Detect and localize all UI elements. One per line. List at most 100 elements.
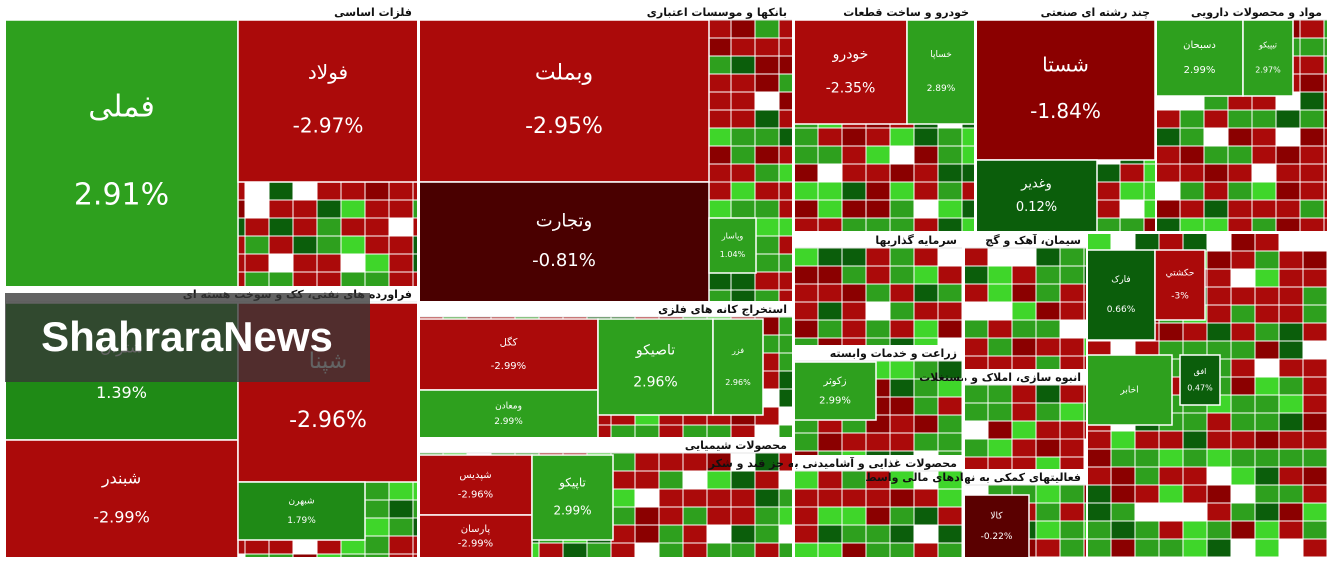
minor-tile: [987, 283, 1013, 303]
minor-tile: [268, 235, 294, 255]
minor-tile: [634, 424, 660, 439]
minor-tile: [658, 506, 684, 526]
minor-tile: [865, 199, 891, 219]
minor-tile: [817, 217, 843, 233]
minor-tile: [1203, 109, 1229, 129]
minor-tile: [793, 127, 819, 147]
minor-tile: [889, 283, 915, 303]
minor-tile: [1302, 430, 1328, 450]
minor-tile: [778, 55, 794, 75]
minor-tile: [778, 19, 794, 39]
minor-tile: [1110, 448, 1136, 468]
stock-change: 0.12%: [1016, 200, 1057, 215]
minor-tile: [778, 388, 794, 408]
minor-tile: [778, 253, 794, 273]
minor-tile: [706, 542, 732, 559]
minor-tile: [1143, 217, 1157, 233]
minor-tile: [817, 337, 843, 347]
minor-tile: [841, 337, 867, 347]
stock-tile: [418, 389, 599, 439]
stock-change: 2.99%: [553, 504, 591, 518]
minor-tile: [1230, 268, 1256, 288]
stock-symbol: دسبحان: [1183, 40, 1216, 51]
minor-tile: [937, 319, 963, 339]
minor-tile: [793, 265, 819, 285]
minor-tile: [889, 414, 915, 434]
stock-tile: [975, 19, 1156, 161]
minor-tile: [913, 199, 939, 219]
minor-tile: [634, 542, 660, 559]
minor-tile: [963, 265, 989, 285]
minor-tile: [1035, 247, 1061, 267]
minor-tile: [1254, 412, 1280, 432]
minor-tile: [913, 127, 939, 147]
minor-tile: [1143, 199, 1157, 219]
minor-tile: [1035, 355, 1061, 371]
minor-tile: [793, 337, 819, 347]
sector: فارک 0.66% حكشتي -3% اخابر افق 0.47%: [1086, 232, 1329, 559]
minor-tile: [1059, 420, 1085, 440]
minor-tile: [706, 199, 732, 219]
stock-tile: [4, 19, 239, 288]
minor-tile: [1275, 109, 1301, 129]
minor-tile: [865, 247, 891, 267]
minor-tile: [1299, 199, 1325, 219]
minor-tile: [610, 506, 636, 526]
sector-title: محصولات شیمیایی: [685, 439, 787, 452]
minor-tile: [292, 271, 318, 288]
minor-tile: [865, 217, 891, 233]
minor-tile: [634, 506, 660, 526]
minor-tile: [1182, 484, 1208, 504]
stock-tile: [418, 514, 533, 559]
minor-tile: [706, 181, 732, 201]
minor-tile: [268, 199, 294, 219]
stock-symbol: فارک: [1111, 274, 1130, 285]
stock-change: -2.99%: [491, 361, 526, 372]
minor-tile: [730, 19, 756, 39]
minor-tile: [793, 319, 819, 339]
minor-tile: [1110, 538, 1136, 558]
minor-tile: [1254, 250, 1280, 270]
stock-symbol: فولاد: [308, 60, 348, 84]
minor-tile: [1302, 304, 1328, 324]
minor-tile: [1143, 181, 1157, 201]
minor-tile: [1302, 520, 1328, 540]
minor-tile: [1011, 265, 1037, 285]
minor-tile: [987, 456, 1013, 471]
stock-symbol: وبملت: [535, 60, 593, 85]
minor-tile: [841, 542, 867, 559]
minor-tile: [913, 524, 939, 544]
minor-tile: [1059, 538, 1085, 558]
minor-tile: [730, 163, 756, 183]
stock-tile: [906, 19, 976, 125]
minor-tile: [1278, 448, 1304, 468]
minor-tile: [778, 199, 794, 219]
minor-tile: [610, 452, 636, 472]
minor-tile: [793, 247, 819, 267]
minor-tile: [706, 127, 732, 147]
stock-change: 0.47%: [1187, 384, 1213, 393]
sector-title: بانکها و موسسات اعتباری: [647, 6, 787, 19]
minor-tile: [1254, 304, 1280, 324]
minor-tile: [937, 145, 963, 165]
minor-tile: [388, 517, 414, 537]
minor-tile: [340, 235, 366, 255]
minor-tile: [963, 420, 989, 440]
minor-tile: [913, 414, 939, 434]
minor-tile: [987, 355, 1013, 371]
minor-tile: [244, 271, 270, 288]
minor-tile: [1206, 412, 1232, 432]
sector-title: فلزات اساسی: [334, 6, 412, 19]
minor-tile: [865, 181, 891, 201]
minor-tile: [1299, 109, 1325, 129]
minor-tile: [913, 432, 939, 452]
minor-tile: [889, 127, 915, 147]
minor-tile: [913, 265, 939, 285]
minor-tile: [1254, 232, 1280, 252]
minor-tile: [913, 319, 939, 339]
minor-tile: [1086, 502, 1112, 522]
minor-tile: [1302, 412, 1328, 432]
minor-tile: [610, 424, 636, 439]
minor-tile: [610, 524, 636, 544]
minor-tile: [1206, 304, 1232, 324]
